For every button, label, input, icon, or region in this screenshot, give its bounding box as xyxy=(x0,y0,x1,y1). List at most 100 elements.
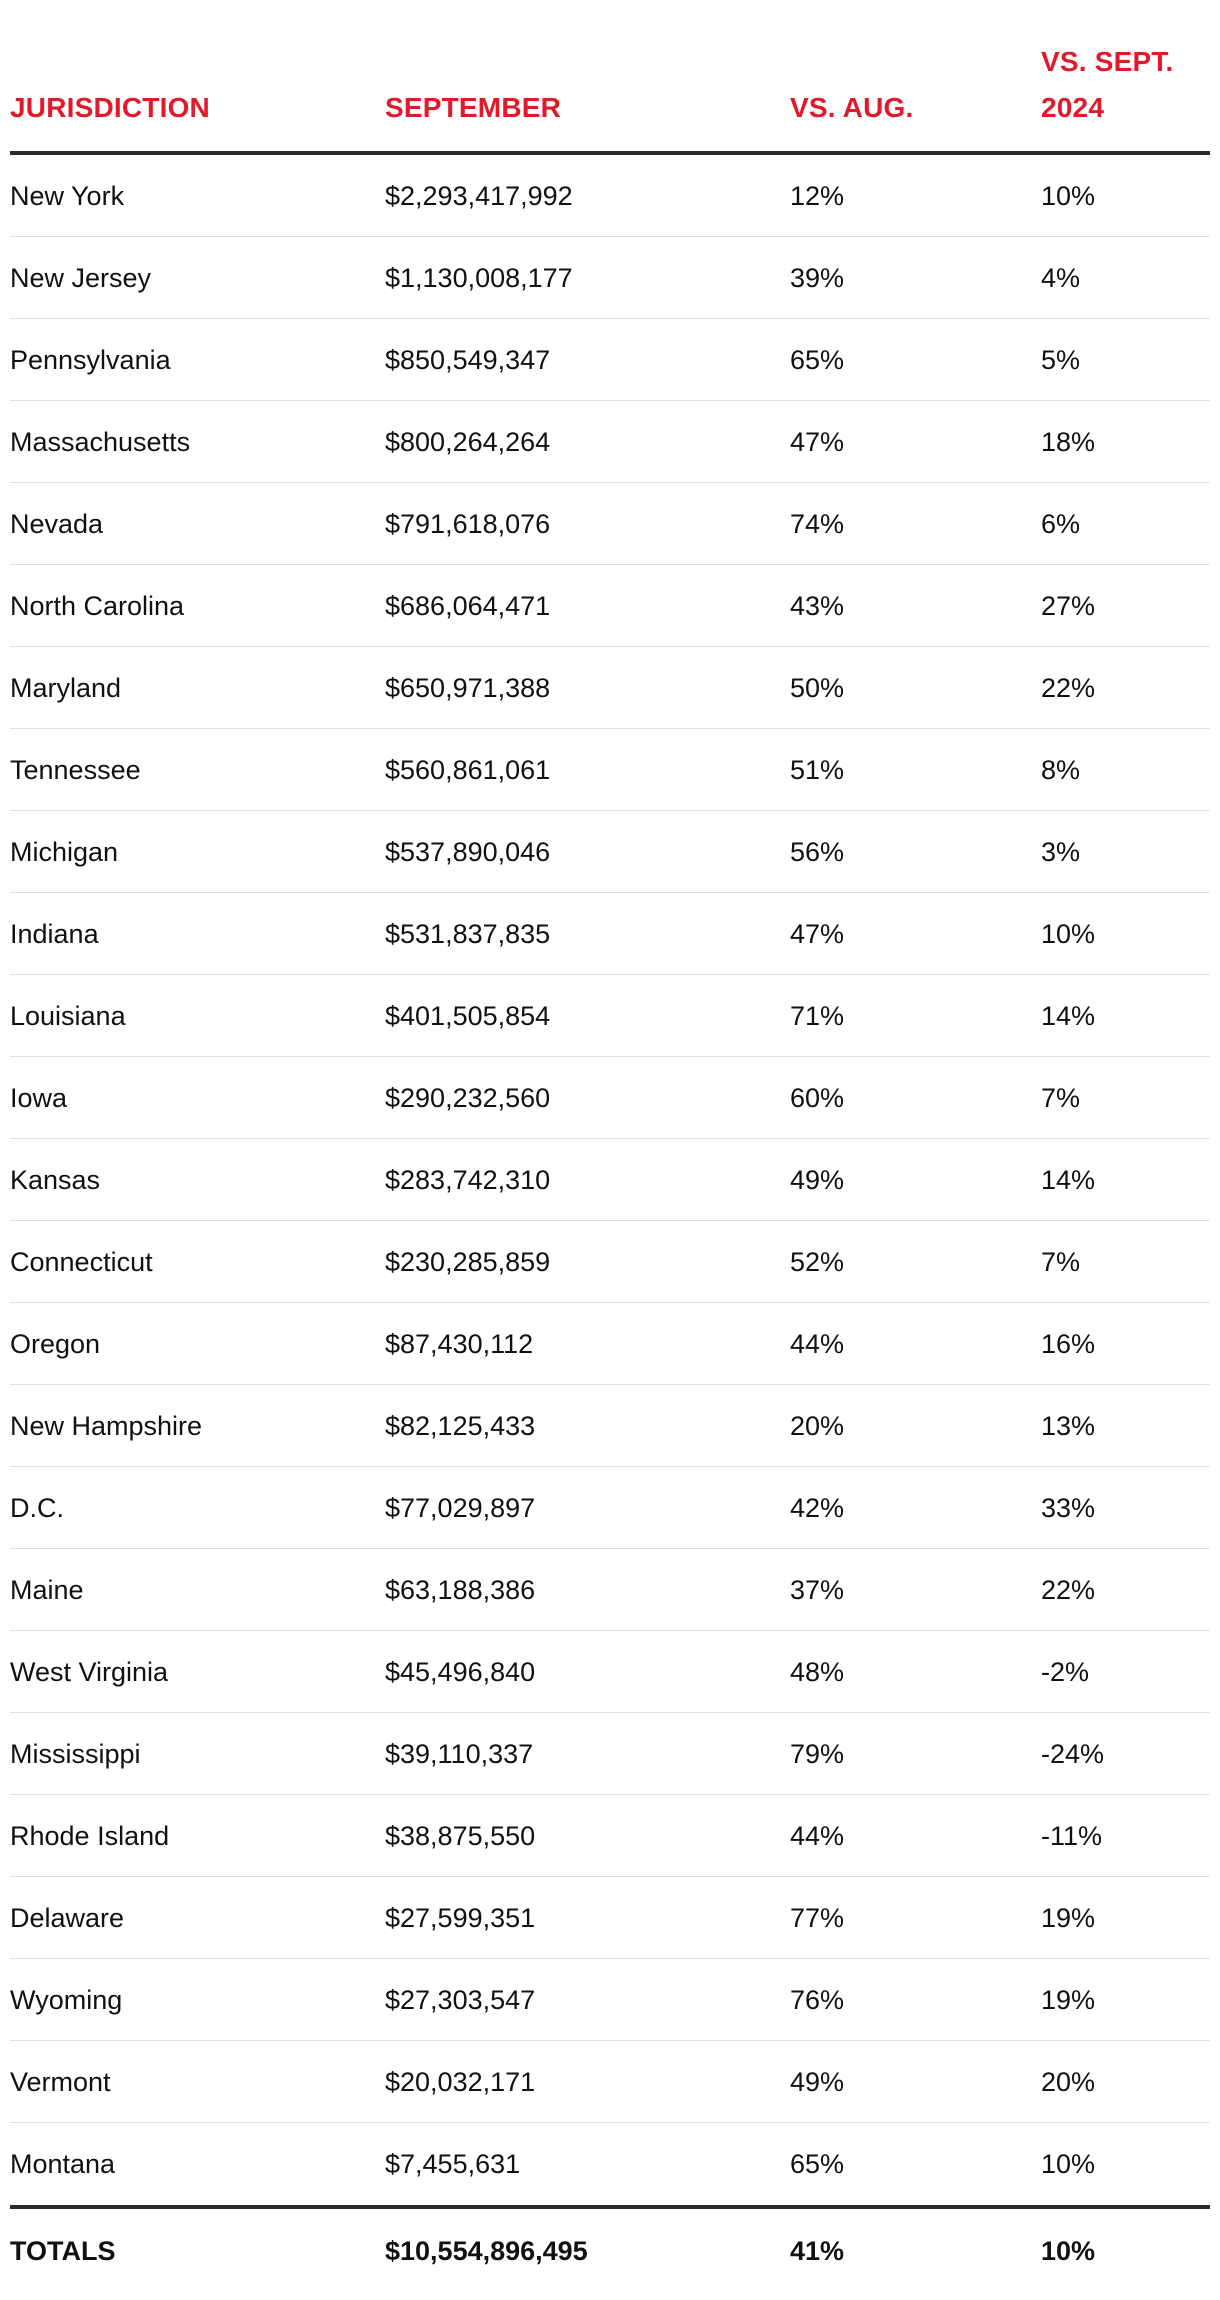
totals-vs-aug: 41% xyxy=(790,2236,845,2266)
cell-vs-sept-2024: 22% xyxy=(1041,673,1096,703)
table-row: Nevada $791,618,076 74% 6% xyxy=(10,483,1210,565)
cell-september: $537,890,046 xyxy=(385,837,551,867)
cell-vs-aug: 49% xyxy=(790,2067,845,2097)
cell-vs-aug: 44% xyxy=(790,1821,845,1851)
cell-vs-aug: 47% xyxy=(790,427,845,457)
cell-vs-aug: 12% xyxy=(790,181,845,211)
cell-vs-aug: 77% xyxy=(790,1903,845,1933)
column-header-september: SEPTEMBER xyxy=(385,92,562,123)
table-row: Maine $63,188,386 37% 22% xyxy=(10,1549,1210,1631)
cell-jurisdiction: Mississippi xyxy=(10,1739,141,1769)
cell-jurisdiction: Indiana xyxy=(10,919,99,949)
cell-september: $27,599,351 xyxy=(385,1903,536,1933)
cell-vs-aug: 39% xyxy=(790,263,845,293)
table-body: New York $2,293,417,992 12% 10% New Jersey $1… xyxy=(10,155,1210,2205)
table-row: Maryland $650,971,388 50% 22% xyxy=(10,647,1210,729)
cell-vs-sept-2024: 18% xyxy=(1041,427,1096,457)
cell-september: $850,549,347 xyxy=(385,345,551,375)
revenue-table: JURISDICTION SEPTEMBER VS. AUG. VS. SEPT… xyxy=(10,0,1210,2293)
cell-jurisdiction: Wyoming xyxy=(10,1985,123,2015)
table-row: West Virginia $45,496,840 48% -2% xyxy=(10,1631,1210,1713)
table-row: Vermont $20,032,171 49% 20% xyxy=(10,2041,1210,2123)
cell-jurisdiction: Maine xyxy=(10,1575,84,1605)
cell-jurisdiction: Iowa xyxy=(10,1083,68,1113)
cell-september: $230,285,859 xyxy=(385,1247,551,1277)
cell-jurisdiction: West Virginia xyxy=(10,1657,169,1687)
table-row: Kansas $283,742,310 49% 14% xyxy=(10,1139,1210,1221)
table-row: Mississippi $39,110,337 79% -24% xyxy=(10,1713,1210,1795)
table-row: North Carolina $686,064,471 43% 27% xyxy=(10,565,1210,647)
cell-september: $77,029,897 xyxy=(385,1493,536,1523)
table-row: Michigan $537,890,046 56% 3% xyxy=(10,811,1210,893)
cell-jurisdiction: Vermont xyxy=(10,2067,111,2097)
table-row: Connecticut $230,285,859 52% 7% xyxy=(10,1221,1210,1303)
cell-vs-sept-2024: 19% xyxy=(1041,1903,1096,1933)
column-header-vs-sept-2024: VS. SEPT. 2024 xyxy=(1041,46,1174,123)
cell-vs-sept-2024: 13% xyxy=(1041,1411,1096,1441)
cell-vs-aug: 76% xyxy=(790,1985,845,2015)
table-row: Rhode Island $38,875,550 44% -11% xyxy=(10,1795,1210,1877)
cell-vs-aug: 44% xyxy=(790,1329,845,1359)
cell-september: $290,232,560 xyxy=(385,1083,551,1113)
cell-september: $2,293,417,992 xyxy=(385,181,573,211)
cell-september: $39,110,337 xyxy=(385,1739,534,1769)
cell-jurisdiction: Massachusetts xyxy=(10,427,191,457)
cell-vs-sept-2024: 22% xyxy=(1041,1575,1096,1605)
cell-vs-aug: 49% xyxy=(790,1165,845,1195)
table-row: Pennsylvania $850,549,347 65% 5% xyxy=(10,319,1210,401)
cell-vs-aug: 65% xyxy=(790,345,845,375)
cell-september: $560,861,061 xyxy=(385,755,551,785)
cell-vs-sept-2024: 6% xyxy=(1041,509,1081,539)
cell-vs-aug: 71% xyxy=(790,1001,845,1031)
cell-jurisdiction: New York xyxy=(10,181,125,211)
cell-september: $650,971,388 xyxy=(385,673,551,703)
cell-jurisdiction: North Carolina xyxy=(10,591,185,621)
cell-vs-aug: 52% xyxy=(790,1247,845,1277)
cell-vs-sept-2024: 14% xyxy=(1041,1165,1096,1195)
cell-vs-sept-2024: 16% xyxy=(1041,1329,1096,1359)
cell-jurisdiction: Oregon xyxy=(10,1329,101,1359)
cell-jurisdiction: Rhode Island xyxy=(10,1821,170,1851)
cell-jurisdiction: Maryland xyxy=(10,673,122,703)
table-row: Oregon $87,430,112 44% 16% xyxy=(10,1303,1210,1385)
cell-september: $82,125,433 xyxy=(385,1411,536,1441)
cell-jurisdiction: Montana xyxy=(10,2149,116,2179)
table-row: New Hampshire $82,125,433 20% 13% xyxy=(10,1385,1210,1467)
cell-vs-aug: 60% xyxy=(790,1083,845,1113)
cell-vs-aug: 65% xyxy=(790,2149,845,2179)
cell-vs-aug: 74% xyxy=(790,509,845,539)
table-row: Delaware $27,599,351 77% 19% xyxy=(10,1877,1210,1959)
cell-vs-aug: 37% xyxy=(790,1575,845,1605)
cell-jurisdiction: Nevada xyxy=(10,509,104,539)
table-row: D.C. $77,029,897 42% 33% xyxy=(10,1467,1210,1549)
cell-vs-aug: 50% xyxy=(790,673,845,703)
cell-september: $38,875,550 xyxy=(385,1821,536,1851)
cell-jurisdiction: Connecticut xyxy=(10,1247,153,1277)
cell-jurisdiction: New Hampshire xyxy=(10,1411,203,1441)
cell-vs-aug: 20% xyxy=(790,1411,845,1441)
cell-vs-sept-2024: -11% xyxy=(1041,1821,1103,1851)
cell-vs-sept-2024: 33% xyxy=(1041,1493,1096,1523)
cell-jurisdiction: Kansas xyxy=(10,1165,101,1195)
cell-vs-aug: 42% xyxy=(790,1493,845,1523)
table-row: Indiana $531,837,835 47% 10% xyxy=(10,893,1210,975)
cell-september: $401,505,854 xyxy=(385,1001,551,1031)
cell-september: $27,303,547 xyxy=(385,1985,536,2015)
cell-jurisdiction: New Jersey xyxy=(10,263,152,293)
cell-vs-aug: 43% xyxy=(790,591,845,621)
cell-september: $800,264,264 xyxy=(385,427,551,457)
table-row: New Jersey $1,130,008,177 39% 4% xyxy=(10,237,1210,319)
table-row: New York $2,293,417,992 12% 10% xyxy=(10,155,1210,237)
table-row: Tennessee $560,861,061 51% 8% xyxy=(10,729,1210,811)
cell-september: $20,032,171 xyxy=(385,2067,536,2097)
table-row: Massachusetts $800,264,264 47% 18% xyxy=(10,401,1210,483)
cell-vs-sept-2024: 8% xyxy=(1041,755,1081,785)
cell-vs-aug: 56% xyxy=(790,837,845,867)
cell-september: $791,618,076 xyxy=(385,509,551,539)
cell-vs-sept-2024: 10% xyxy=(1041,181,1096,211)
cell-vs-sept-2024: -24% xyxy=(1041,1739,1105,1769)
cell-september: $283,742,310 xyxy=(385,1165,551,1195)
totals-label: TOTALS xyxy=(10,2236,116,2266)
cell-vs-sept-2024: 7% xyxy=(1041,1083,1081,1113)
cell-vs-sept-2024: 7% xyxy=(1041,1247,1081,1277)
